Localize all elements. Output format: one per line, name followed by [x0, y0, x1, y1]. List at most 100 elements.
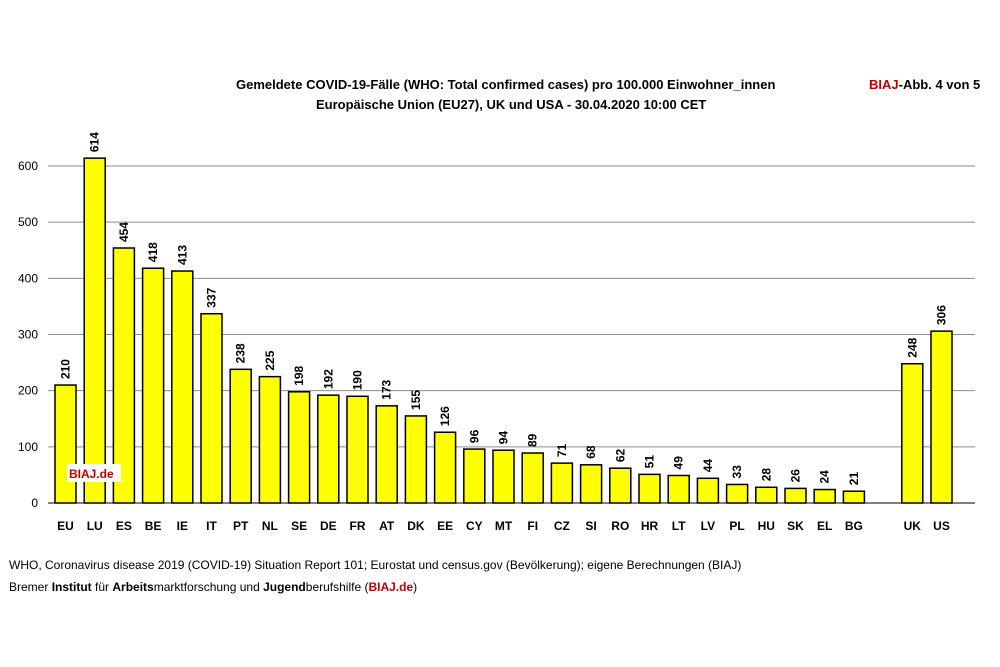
data-label: 44 [701, 459, 715, 473]
y-tick-label: 400 [18, 271, 38, 285]
data-label: 418 [146, 242, 160, 262]
inst-part: Arbeits [112, 580, 154, 594]
bar [725, 483, 749, 504]
bar [609, 467, 632, 504]
bar [200, 312, 223, 504]
inst-part: berufshilfe ( [305, 580, 369, 594]
x-tick-label: HR [641, 519, 659, 533]
badge-brand: BIAJ [869, 77, 899, 92]
bar [930, 330, 953, 504]
x-tick-label: PL [729, 519, 744, 533]
bar [492, 449, 515, 504]
bar [784, 487, 807, 504]
bar [171, 270, 194, 504]
inst-part: Jugend [263, 580, 306, 594]
bar [112, 247, 136, 504]
x-tick-label: IT [206, 519, 217, 533]
data-label: 94 [497, 431, 511, 445]
x-tick-label: CY [466, 519, 483, 533]
bar [813, 488, 836, 504]
institute-note: Bremer Institut für Arbeitsmarktforschun… [9, 580, 417, 594]
bar [755, 486, 778, 504]
data-label: 454 [117, 222, 131, 242]
data-label: 89 [526, 433, 540, 447]
bar [667, 474, 690, 504]
x-tick-label: DK [407, 519, 425, 533]
y-tick-labels: 0 100 200 300 400 500 600 [18, 159, 38, 510]
bar [696, 477, 720, 504]
x-tick-label: RO [611, 519, 629, 533]
inst-link: BIAJ.de [368, 580, 414, 594]
x-tick-label: LU [87, 519, 103, 533]
watermark-box [67, 464, 121, 482]
x-tick-label: US [933, 519, 950, 533]
x-tick-label: DE [320, 519, 337, 533]
bar [404, 415, 428, 504]
x-tick-label: BG [845, 519, 863, 533]
data-label: 21 [847, 472, 861, 486]
bar [229, 368, 252, 504]
bar [83, 157, 106, 504]
x-tick-label: BE [145, 519, 162, 533]
data-label: 28 [759, 468, 773, 482]
data-label: 225 [263, 350, 277, 370]
y-tick-label: 300 [18, 328, 38, 342]
x-tick-label: SE [291, 519, 307, 533]
x-tick-label: UK [904, 519, 922, 533]
x-tick-label: PT [233, 519, 249, 533]
y-tick-label: 100 [18, 440, 38, 454]
x-tick-label: NL [262, 519, 278, 533]
bar [463, 448, 486, 504]
bar [375, 405, 398, 504]
data-label: 337 [205, 287, 219, 307]
bar [258, 375, 282, 504]
bar [550, 462, 574, 504]
bar [433, 431, 457, 504]
x-tick-label: EL [817, 519, 832, 533]
data-label: 198 [292, 365, 306, 385]
x-tick-label: MT [495, 519, 513, 533]
data-label: 71 [555, 443, 569, 457]
x-tick-label: FI [527, 519, 538, 533]
bar [521, 452, 544, 504]
x-tick-label: ES [116, 519, 132, 533]
data-label: 62 [613, 449, 627, 463]
data-label: 173 [380, 379, 394, 399]
bar [141, 267, 165, 504]
inst-part: ) [413, 580, 418, 594]
figure-badge: BIAJ-Abb. 4 von 5 [869, 77, 980, 92]
data-label: 192 [321, 369, 335, 389]
x-tick-label: LT [672, 519, 686, 533]
data-label: 49 [672, 456, 686, 470]
x-tick-label: EU [57, 519, 74, 533]
data-label: 24 [818, 470, 832, 484]
inst-part: Institut [51, 580, 92, 594]
data-label: 26 [789, 469, 803, 483]
bar [901, 362, 924, 504]
x-tick-labels: EU LU ES BE IE IT PT NL SE DE FR AT DK EE CY MT FI CZ SI RO… [57, 519, 950, 533]
data-label: 155 [409, 390, 423, 410]
data-label: 413 [175, 245, 189, 265]
y-tick-label: 200 [18, 384, 38, 398]
data-label: 126 [438, 406, 452, 426]
bar [287, 391, 311, 504]
inst-part: Bremer [9, 580, 52, 594]
data-label: 306 [935, 305, 949, 325]
bar [842, 490, 866, 504]
data-label: 51 [643, 455, 657, 469]
data-label: 96 [467, 429, 481, 443]
y-tick-label: 600 [18, 159, 38, 173]
inst-part: für [91, 580, 113, 594]
x-tick-label: AT [379, 519, 395, 533]
x-tick-label: FR [350, 519, 366, 533]
data-label: 210 [59, 359, 73, 379]
bar [54, 384, 77, 504]
data-label: 33 [730, 465, 744, 479]
data-labels: 210 614 454 418 413 337 238 225 198 192 190 173 155 1… [59, 132, 949, 485]
watermark: BIAJ.de [69, 467, 114, 481]
bar [638, 473, 661, 504]
bar [346, 395, 369, 504]
x-tick-label: LV [701, 519, 715, 533]
x-tick-label: HU [758, 519, 775, 533]
